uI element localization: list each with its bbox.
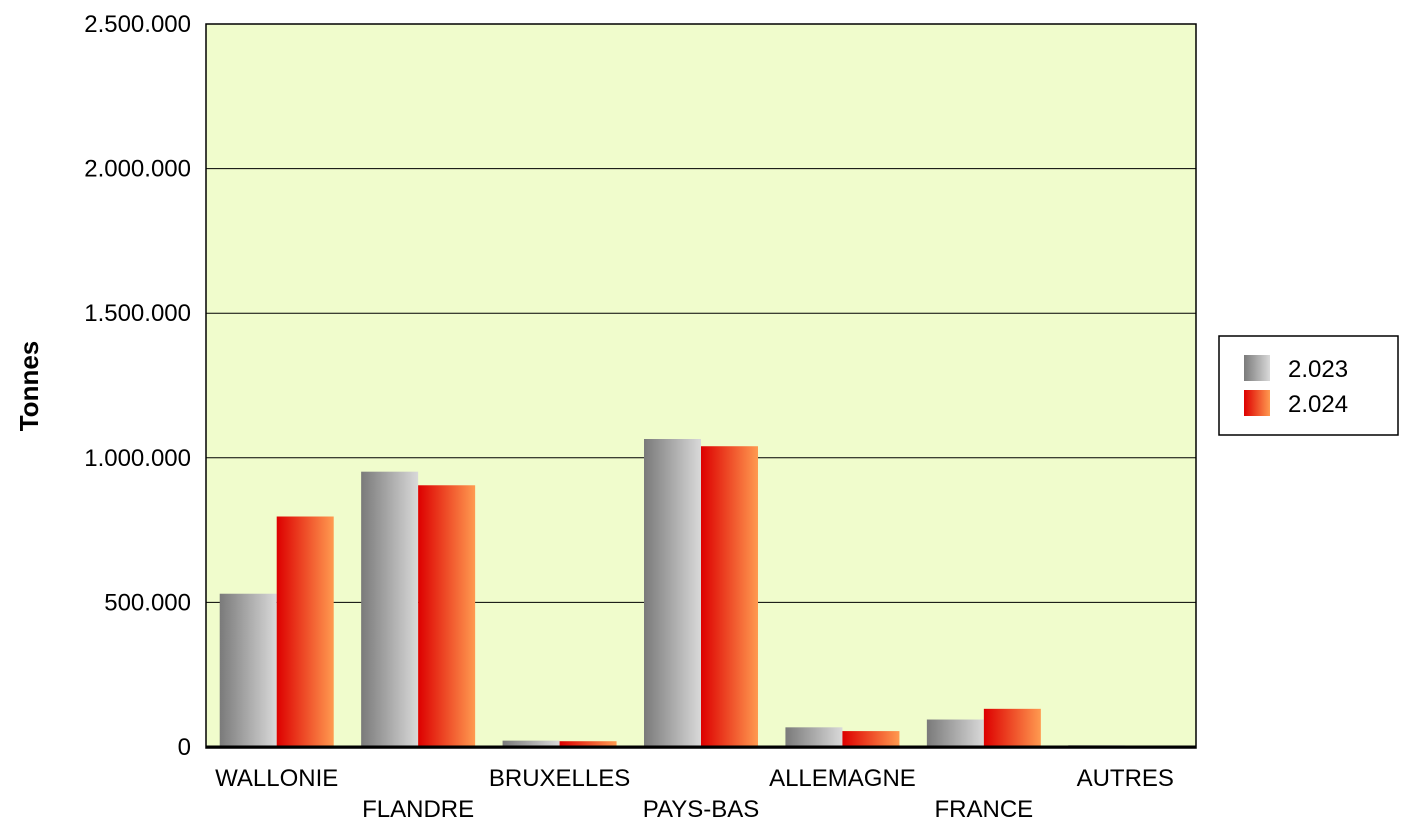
legend-swatch-2024: [1244, 390, 1270, 416]
legend-swatch-2023: [1244, 355, 1270, 381]
bars: [219, 439, 1183, 747]
legend: 2.023 2.024: [1218, 335, 1399, 436]
legend-box: [1218, 335, 1399, 436]
x-tick-label: ALLEMAGNE: [769, 765, 916, 792]
bar-2.024-wallonie: [276, 516, 334, 747]
y-tick-label: 2.000.000: [84, 156, 191, 183]
bar-2.023-pays-bas: [644, 439, 701, 747]
x-tick-label: BRUXELLES: [489, 765, 630, 792]
bar-2.023-allemagne: [785, 727, 843, 747]
y-tick-label: 1.500.000: [84, 300, 191, 327]
y-axis-title: Tonnes: [14, 341, 44, 432]
legend-label-2024: 2.024: [1288, 391, 1348, 418]
legend-label-2023: 2.023: [1288, 356, 1348, 383]
bar-2.024-pays-bas: [701, 446, 758, 747]
y-tick-label: 0: [178, 734, 191, 761]
bar-2.024-france: [983, 708, 1041, 747]
bar-2.024-flandre: [418, 485, 476, 747]
x-tick-label: PAYS-BAS: [643, 796, 759, 821]
bar-2.024-bruxelles: [559, 741, 617, 747]
bar-2.023-flandre: [361, 471, 419, 747]
bar-2.023-wallonie: [219, 593, 277, 747]
y-tick-labels: 0 500.000 1.000.000 1.500.000 2.000.000 2.500…: [84, 11, 191, 761]
bar-2.023-france: [926, 719, 984, 747]
bar-2.023-bruxelles: [502, 740, 560, 747]
y-tick-label: 2.500.000: [84, 11, 191, 38]
bar-2.024-allemagne: [842, 731, 900, 747]
x-tick-label: AUTRES: [1077, 765, 1174, 792]
y-tick-label: 500.000: [104, 589, 191, 616]
x-tick-label: FLANDRE: [362, 796, 474, 821]
x-tick-label: WALLONIE: [215, 765, 338, 792]
x-tick-labels: WALLONIE FLANDRE BRUXELLES PAYS-BAS ALLEMAGN…: [215, 765, 1174, 821]
x-tick-label: FRANCE: [935, 796, 1034, 821]
y-tick-label: 1.000.000: [84, 445, 191, 472]
